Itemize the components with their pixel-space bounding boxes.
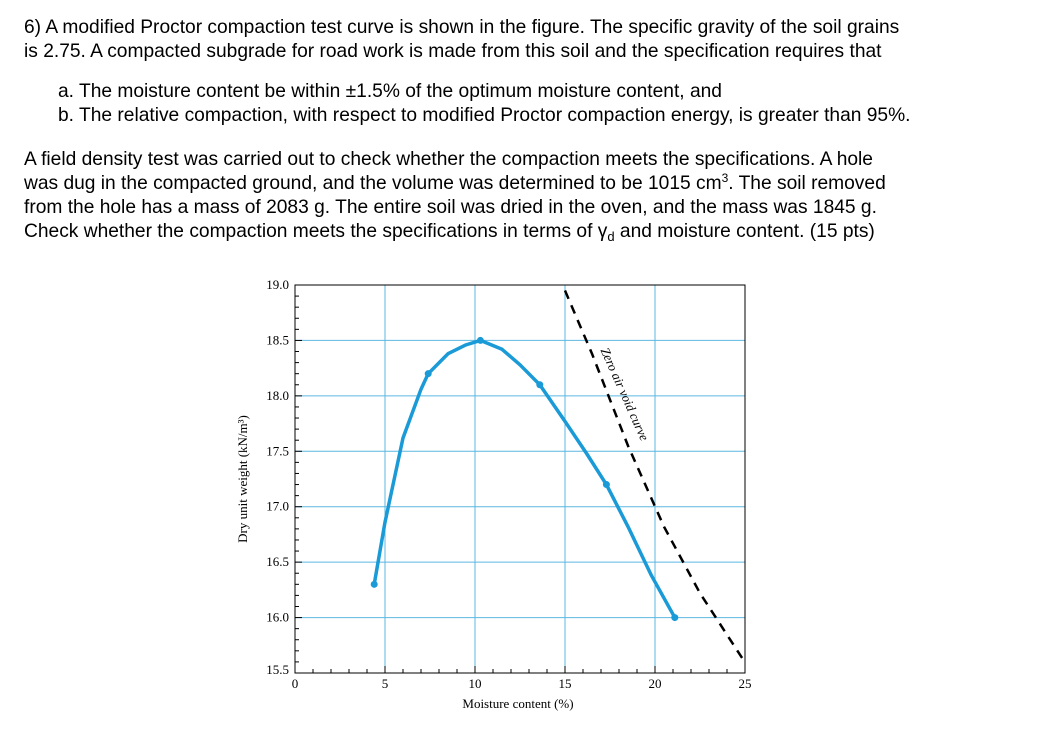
problem-intro: 6) A modified Proctor compaction test cu… <box>24 16 899 64</box>
compaction-data-point <box>602 481 610 489</box>
y-tick-label: 17.0 <box>266 499 289 514</box>
compaction-data-point <box>476 336 484 344</box>
x-tick-label: 20 <box>649 676 662 691</box>
compaction-data-point <box>671 614 679 622</box>
spec-item-b: b. The relative compaction, with respect… <box>58 105 911 126</box>
intro-line-2: is 2.75. A compacted subgrade for road w… <box>24 41 882 62</box>
x-tick-label: 5 <box>382 676 389 691</box>
y-tick-label: 19.0 <box>266 277 289 292</box>
y-tick-label: 16.5 <box>266 554 289 569</box>
zero-air-void-line <box>563 290 745 661</box>
compaction-data-point <box>536 381 544 389</box>
specification-list: a. The moisture content be within ±1.5% … <box>58 80 911 128</box>
y-tick-label: 18.0 <box>266 388 289 403</box>
x-axis-title: Moisture content (%) <box>462 696 573 711</box>
x-tick-label: 10 <box>469 676 482 691</box>
cubic-superscript: 3 <box>721 171 729 185</box>
y-axis-title: Dry unit weight (kN/m³) <box>235 415 250 543</box>
field-line-2-text: was dug in the compacted ground, and the… <box>24 173 722 194</box>
field-test-paragraph: A field density test was carried out to … <box>24 148 886 244</box>
plot-frame <box>294 284 746 674</box>
compaction-curve-line <box>372 338 677 620</box>
field-line-4-text: Check whether the compaction meets the s… <box>24 221 608 242</box>
field-line-2-end: . The soil removed <box>728 173 886 194</box>
y-tick-label: 16.0 <box>266 610 289 625</box>
x-tick-label: 15 <box>559 676 572 691</box>
field-line-4: Check whether the compaction meets the s… <box>24 220 886 244</box>
y-tick-label: 15.5 <box>266 662 289 677</box>
x-tick-label: 25 <box>739 676 752 691</box>
field-line-3: from the hole has a mass of 2083 g. The … <box>24 197 877 218</box>
y-tick-label: 18.5 <box>266 332 289 347</box>
field-line-4-end: and moisture content. (15 pts) <box>614 221 875 242</box>
x-tick-label: 0 <box>292 676 299 691</box>
field-line-1: A field density test was carried out to … <box>24 149 873 170</box>
spec-item-a: a. The moisture content be within ±1.5% … <box>58 81 722 102</box>
intro-line-1: 6) A modified Proctor compaction test cu… <box>24 17 900 38</box>
compaction-data-point <box>424 370 432 378</box>
gamma-subscript: d <box>607 229 615 244</box>
field-line-2: was dug in the compacted ground, and the… <box>24 172 886 196</box>
proctor-compaction-chart: 0 5 10 15 20 25 15.5 16.0 16.5 17.0 17.5 18.0 18.5 19… <box>235 277 752 711</box>
y-tick-label: 17.5 <box>266 443 289 458</box>
zero-air-void-label: Zero air void curve <box>598 345 653 443</box>
compaction-data-point <box>370 580 378 588</box>
